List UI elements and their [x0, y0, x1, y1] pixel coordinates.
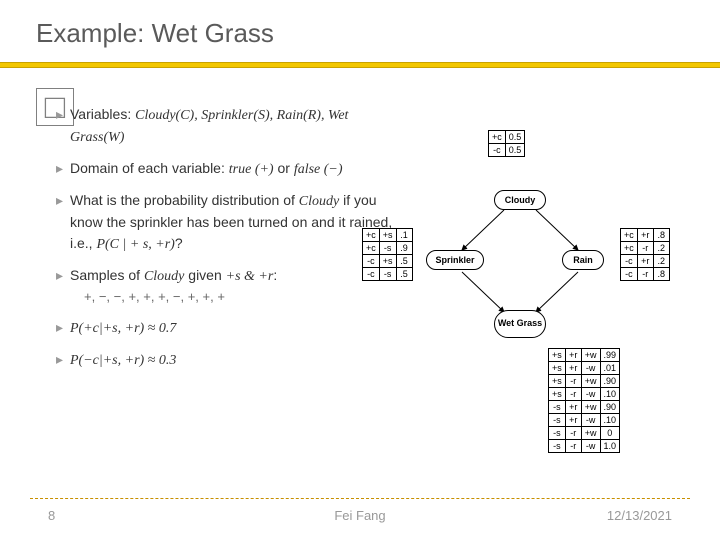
bullet-p-minus: ▸ P(−c|+s, +r) ≈ 0.3: [56, 349, 396, 371]
caret-icon: ▸: [56, 317, 70, 339]
bullet-question: ▸ What is the probability distribution o…: [56, 190, 396, 255]
table-cell: -c: [621, 268, 638, 281]
table-cell: +r: [565, 362, 581, 375]
table-cell: .1: [396, 229, 412, 242]
bullet-list: ▸ Variables: Cloudy(C), Sprinkler(S), Ra…: [56, 104, 396, 381]
table-cell: +s: [549, 388, 566, 401]
table-cell: -c: [621, 255, 638, 268]
table-cell: .2: [653, 242, 669, 255]
caret-icon: ▸: [56, 265, 70, 307]
table-cell: -s: [549, 414, 566, 427]
table-cell: +c: [363, 242, 380, 255]
table-cell: -r: [565, 388, 581, 401]
table-cell: -s: [549, 440, 566, 453]
table-cell: +r: [565, 401, 581, 414]
table-cell: -s: [379, 268, 396, 281]
slide: Example: Wet Grass □ ▸ Variables: Cloudy…: [0, 0, 720, 540]
node-sprinkler: Sprinkler: [426, 250, 484, 270]
caret-icon: ▸: [56, 104, 70, 148]
table-cell: -w: [581, 440, 600, 453]
node-rain: Rain: [562, 250, 604, 270]
samples-list: +, −, −, +, +, +, −, +, +, +: [84, 287, 396, 307]
table-cell: -c: [363, 255, 380, 268]
table-cell: -c: [363, 268, 380, 281]
table-cell: -r: [637, 242, 653, 255]
table-cell: .01: [600, 362, 620, 375]
caret-icon: ▸: [56, 349, 70, 371]
table-cell: -w: [581, 388, 600, 401]
footer-date: 12/13/2021: [607, 508, 672, 523]
table-cell: .8: [653, 268, 669, 281]
table-cell: +s: [379, 255, 396, 268]
table-cell: .10: [600, 414, 620, 427]
table-cell: -s: [549, 427, 566, 440]
node-wetgrass: Wet Grass: [494, 310, 546, 338]
table-cell: +c: [621, 229, 638, 242]
cpt-cloudy: +c0.5-c0.5: [488, 130, 525, 157]
table-cell: +r: [637, 255, 653, 268]
table-cell: +s: [549, 375, 566, 388]
table-cell: -c: [489, 144, 506, 157]
table-cell: .99: [600, 349, 620, 362]
table-cell: +s: [549, 349, 566, 362]
bullet-samples: ▸ Samples of Cloudy given +s & +r: +, −,…: [56, 265, 396, 307]
table-cell: +c: [363, 229, 380, 242]
table-cell: +w: [581, 401, 600, 414]
cpt-wetgrass: +s+r+w.99+s+r-w.01+s-r+w.90+s-r-w.10-s+r…: [548, 348, 620, 453]
table-cell: -s: [379, 242, 396, 255]
table-cell: +r: [565, 349, 581, 362]
table-cell: -r: [565, 375, 581, 388]
table-cell: .2: [653, 255, 669, 268]
table-cell: +w: [581, 375, 600, 388]
table-cell: +w: [581, 427, 600, 440]
footer-divider: [30, 498, 690, 499]
table-cell: +c: [489, 131, 506, 144]
table-cell: .9: [396, 242, 412, 255]
caret-icon: ▸: [56, 158, 70, 180]
bullet-domain: ▸ Domain of each variable: true (+) or f…: [56, 158, 396, 180]
cpt-rain: +c+r.8+c-r.2-c+r.2-c-r.8: [620, 228, 670, 281]
table-cell: +r: [565, 414, 581, 427]
table-cell: 0.5: [505, 131, 525, 144]
cpt-sprinkler: +c+s.1+c-s.9-c+s.5-c-s.5: [362, 228, 413, 281]
table-cell: 1.0: [600, 440, 620, 453]
table-cell: -s: [549, 401, 566, 414]
table-cell: 0: [600, 427, 620, 440]
table-cell: .8: [653, 229, 669, 242]
table-cell: +w: [581, 349, 600, 362]
page-title: Example: Wet Grass: [36, 18, 274, 49]
table-cell: +s: [549, 362, 566, 375]
table-cell: -r: [565, 427, 581, 440]
table-cell: +c: [621, 242, 638, 255]
bullet-p-plus: ▸ P(+c|+s, +r) ≈ 0.7: [56, 317, 396, 339]
table-cell: .5: [396, 268, 412, 281]
table-cell: -w: [581, 362, 600, 375]
node-cloudy: Cloudy: [494, 190, 546, 210]
table-cell: .90: [600, 375, 620, 388]
table-cell: .10: [600, 388, 620, 401]
table-cell: .5: [396, 255, 412, 268]
title-rule: [0, 62, 720, 68]
table-cell: +r: [637, 229, 653, 242]
table-cell: 0.5: [505, 144, 525, 157]
bullet-variables: ▸ Variables: Cloudy(C), Sprinkler(S), Ra…: [56, 104, 396, 148]
table-cell: .90: [600, 401, 620, 414]
caret-icon: ▸: [56, 190, 70, 255]
table-cell: -r: [637, 268, 653, 281]
table-cell: -w: [581, 414, 600, 427]
table-cell: -r: [565, 440, 581, 453]
table-cell: +s: [379, 229, 396, 242]
